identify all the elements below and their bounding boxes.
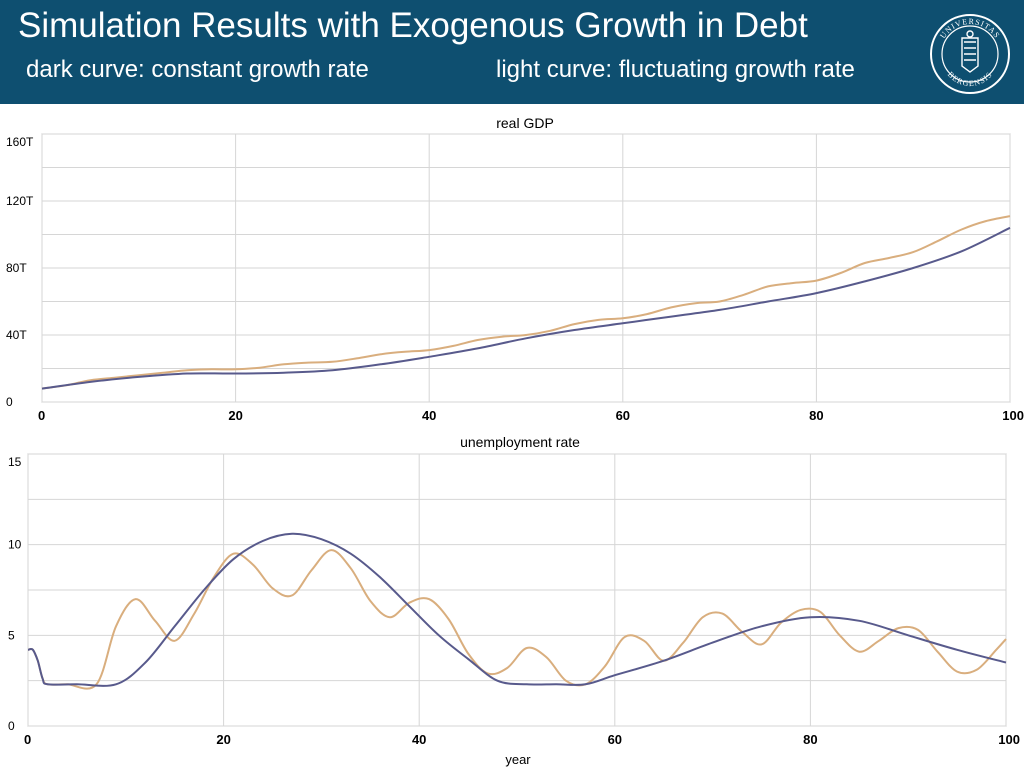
university-seal-logo: UNIVERSITAS BERGENSIS bbox=[930, 14, 1010, 94]
x-tick-label: 20 bbox=[216, 732, 230, 747]
unemployment-y-ticks: 0 5 10 15 bbox=[8, 455, 22, 733]
unemployment-chart: unemployment rate 0 5 10 15 0 20 40 60 80 100 ye… bbox=[8, 434, 1020, 767]
unemployment-gridlines bbox=[27, 453, 1007, 727]
x-tick-label: 100 bbox=[998, 732, 1020, 747]
y-tick-label: 0 bbox=[8, 719, 15, 733]
y-tick-label: 15 bbox=[8, 455, 22, 469]
unemployment-chart-title: unemployment rate bbox=[460, 434, 580, 450]
x-tick-label: 80 bbox=[803, 732, 817, 747]
x-tick-label: 0 bbox=[24, 732, 31, 747]
x-tick-label: 60 bbox=[616, 408, 630, 423]
gdp-series bbox=[41, 215, 1011, 390]
x-tick-label: 0 bbox=[38, 408, 45, 423]
constant-growth-line bbox=[27, 532, 1007, 687]
x-tick-label: 20 bbox=[228, 408, 242, 423]
legend-light-curve: light curve: fluctuating growth rate bbox=[496, 56, 855, 83]
x-tick-label: 100 bbox=[1002, 408, 1024, 423]
x-tick-label: 80 bbox=[809, 408, 823, 423]
unemployment-x-ticks: 0 20 40 60 80 100 bbox=[24, 732, 1020, 747]
fluctuating-growth-line bbox=[27, 549, 1007, 690]
y-tick-label: 10 bbox=[8, 538, 22, 552]
y-tick-label: 0 bbox=[6, 395, 13, 409]
constant-growth-line bbox=[41, 226, 1011, 390]
x-tick-label: 40 bbox=[422, 408, 436, 423]
unemployment-x-axis-label: year bbox=[505, 752, 531, 767]
gdp-y-ticks: 0 40T 80T 120T 160T bbox=[6, 135, 34, 409]
gdp-chart-title: real GDP bbox=[496, 115, 554, 131]
y-tick-label: 80T bbox=[6, 261, 27, 275]
gdp-chart: real GDP 0 40T 80T 120T 160T 0 20 40 60 80 100 bbox=[6, 115, 1024, 423]
fluctuating-growth-line bbox=[41, 215, 1011, 390]
unemployment-series bbox=[27, 532, 1007, 690]
y-tick-label: 5 bbox=[8, 628, 15, 642]
x-tick-label: 40 bbox=[412, 732, 426, 747]
y-tick-label: 160T bbox=[6, 135, 34, 149]
gdp-x-ticks: 0 20 40 60 80 100 bbox=[38, 408, 1024, 423]
y-tick-label: 40T bbox=[6, 328, 27, 342]
title-banner: Simulation Results with Exogenous Growth… bbox=[0, 0, 1024, 104]
slide-title: Simulation Results with Exogenous Growth… bbox=[18, 6, 808, 45]
x-tick-label: 60 bbox=[608, 732, 622, 747]
legend-dark-curve: dark curve: constant growth rate bbox=[26, 56, 369, 83]
y-tick-label: 120T bbox=[6, 194, 34, 208]
gdp-gridlines bbox=[41, 133, 1011, 403]
